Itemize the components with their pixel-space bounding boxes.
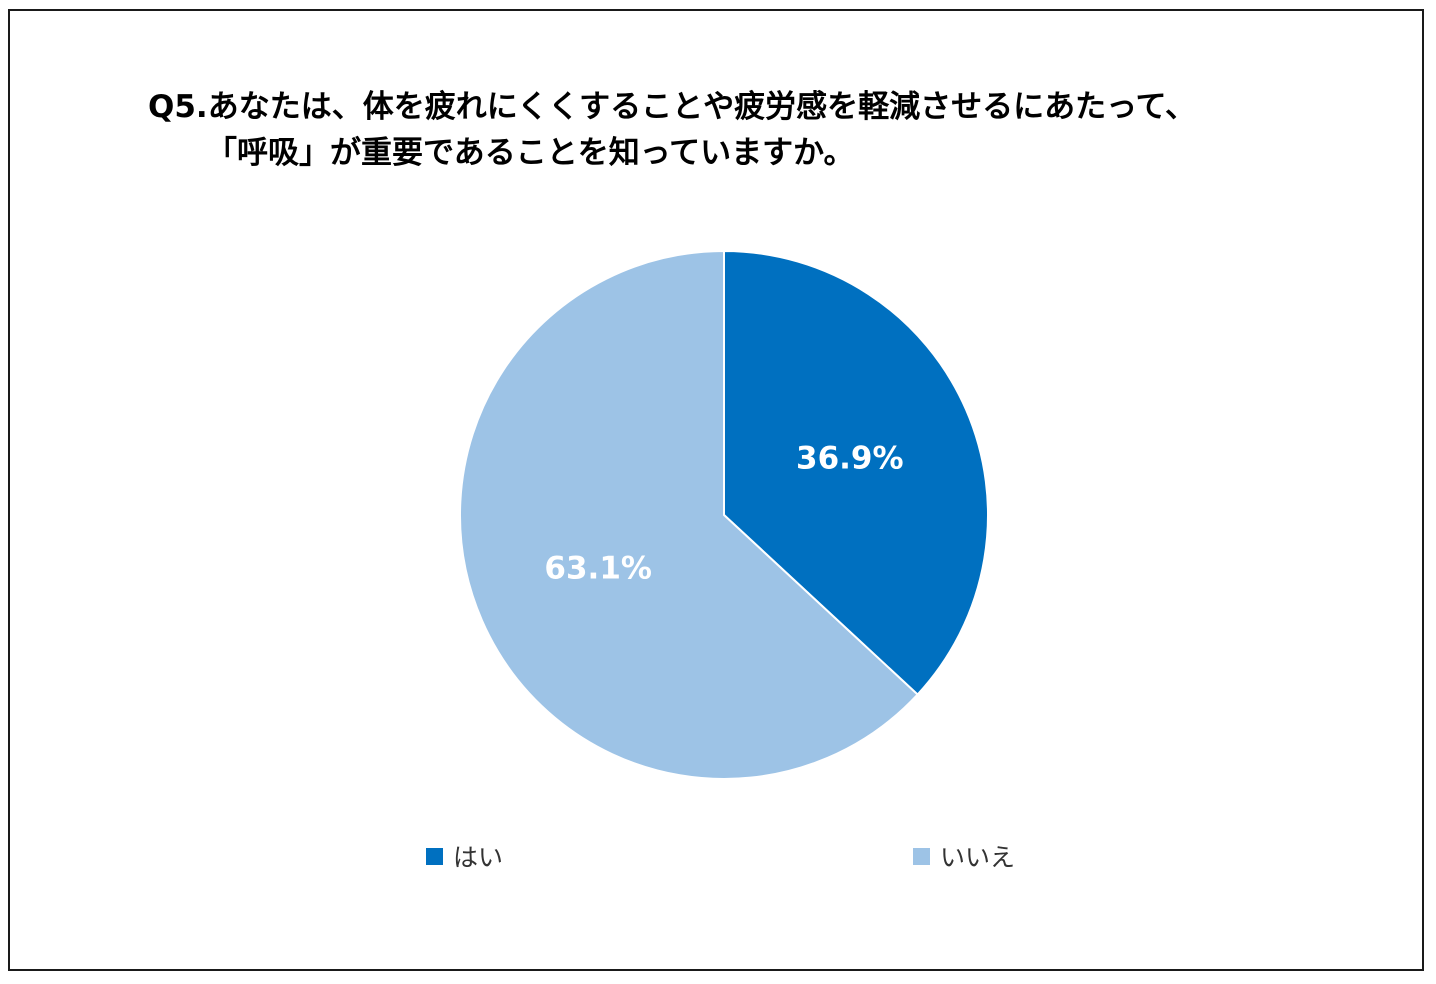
data-label-no: 63.1% (544, 550, 652, 586)
legend-label-no: いいえ (940, 843, 1016, 872)
data-label-yes: 36.9% (796, 441, 904, 477)
pie-slice-no (459, 249, 919, 780)
chart-title: Q5.あなたは、体を疲れにくくすることや疲労感を軽減させるにあたって、 「呼吸」… (148, 84, 1388, 176)
legend-swatch-yes (426, 847, 443, 865)
chart-title-line1: Q5.あなたは、体を疲れにくくすることや疲労感を軽減させるにあたって、 (148, 89, 1196, 125)
legend-item-no: いいえ (913, 838, 1015, 874)
legend-item-yes: はい (426, 838, 503, 874)
legend-label-yes: はい (453, 843, 504, 872)
chart-title-line2: 「呼吸」が重要であることを知っていますか。 (206, 135, 855, 171)
legend-swatch-no (913, 847, 930, 865)
pie-slice-yes (723, 249, 989, 696)
